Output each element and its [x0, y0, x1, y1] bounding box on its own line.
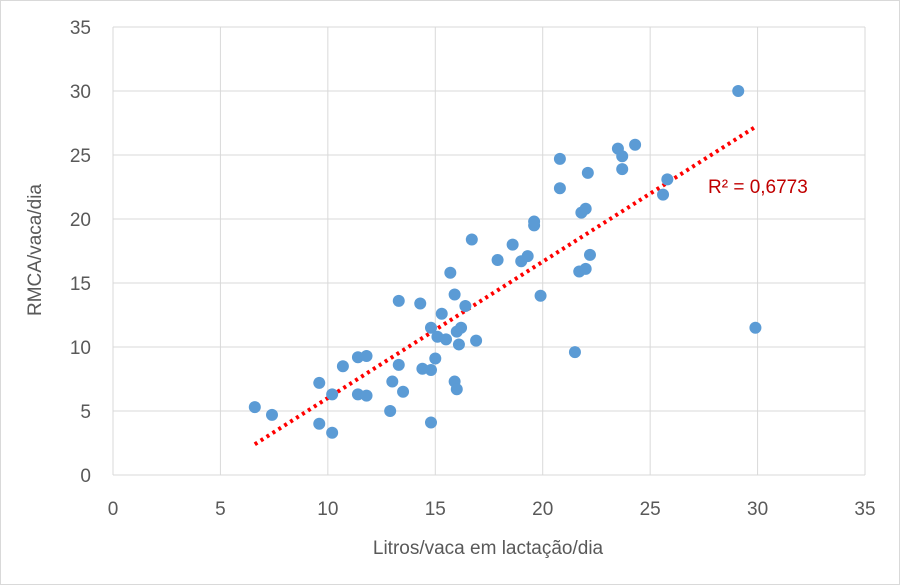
- data-point: [448, 288, 461, 301]
- data-point: [452, 338, 465, 351]
- y-tick-label: 25: [70, 146, 91, 167]
- y-tick-label: 35: [70, 18, 91, 39]
- data-points: [248, 85, 762, 439]
- data-point: [440, 333, 453, 346]
- data-point: [424, 321, 437, 334]
- data-point: [435, 307, 448, 320]
- data-point: [336, 360, 349, 373]
- data-point: [583, 248, 596, 261]
- y-tick-label: 20: [70, 210, 91, 231]
- data-point: [248, 401, 261, 414]
- data-point: [313, 376, 326, 389]
- data-point: [459, 300, 472, 313]
- y-tick-label: 5: [80, 402, 91, 423]
- trendline: [253, 125, 757, 446]
- data-point: [491, 253, 504, 266]
- r-squared-label: R² = 0,6773: [708, 177, 808, 198]
- data-point: [326, 388, 339, 401]
- data-point: [528, 215, 541, 228]
- y-tick-label: 15: [70, 274, 91, 295]
- x-tick-label: 15: [425, 499, 446, 520]
- data-point: [749, 321, 762, 334]
- data-point: [444, 266, 457, 279]
- x-tick-label: 35: [854, 499, 875, 520]
- x-tick-label: 25: [640, 499, 661, 520]
- x-tick-labels: 0 5 10 15 20 25 30 35: [108, 499, 876, 520]
- grid-lines: [112, 26, 866, 476]
- data-point: [506, 238, 519, 251]
- x-tick-label: 0: [108, 499, 119, 520]
- data-point: [429, 352, 442, 365]
- x-tick-label: 20: [532, 499, 553, 520]
- data-point: [553, 152, 566, 165]
- x-tick-label: 5: [215, 499, 226, 520]
- data-point: [384, 405, 397, 417]
- data-point: [265, 408, 278, 421]
- data-point: [657, 188, 670, 201]
- data-point: [386, 375, 399, 388]
- data-point: [326, 426, 339, 439]
- data-point: [397, 385, 410, 398]
- y-axis-title: RMCA/vaca/dia: [25, 184, 46, 316]
- data-point: [568, 346, 581, 359]
- x-tick-label: 10: [317, 499, 338, 520]
- data-point: [392, 358, 405, 371]
- data-point: [616, 163, 629, 176]
- data-point: [616, 150, 629, 163]
- data-point: [581, 166, 594, 179]
- data-point: [424, 416, 437, 429]
- x-axis-title: Litros/vaca em lactação/dia: [373, 538, 604, 559]
- data-point: [414, 297, 427, 310]
- y-tick-label: 10: [70, 338, 91, 359]
- data-point: [455, 321, 468, 334]
- data-point: [521, 250, 534, 263]
- data-point: [732, 85, 745, 97]
- trendline-group: [253, 125, 757, 446]
- data-point: [553, 182, 566, 195]
- data-point: [313, 417, 326, 430]
- data-point: [470, 334, 483, 347]
- y-tick-labels: 0 5 10 15 20 25 30 35: [70, 18, 91, 487]
- data-point: [579, 202, 592, 215]
- data-point: [661, 173, 674, 186]
- data-point: [424, 364, 437, 377]
- data-point: [579, 262, 592, 275]
- data-point: [465, 233, 478, 246]
- data-point: [534, 289, 547, 302]
- data-point: [629, 138, 642, 151]
- y-tick-label: 0: [80, 466, 91, 487]
- data-point: [450, 383, 463, 396]
- y-tick-label: 30: [70, 82, 91, 103]
- x-tick-label: 30: [747, 499, 768, 520]
- data-point: [360, 389, 373, 402]
- data-point: [360, 349, 373, 362]
- data-point: [392, 294, 405, 307]
